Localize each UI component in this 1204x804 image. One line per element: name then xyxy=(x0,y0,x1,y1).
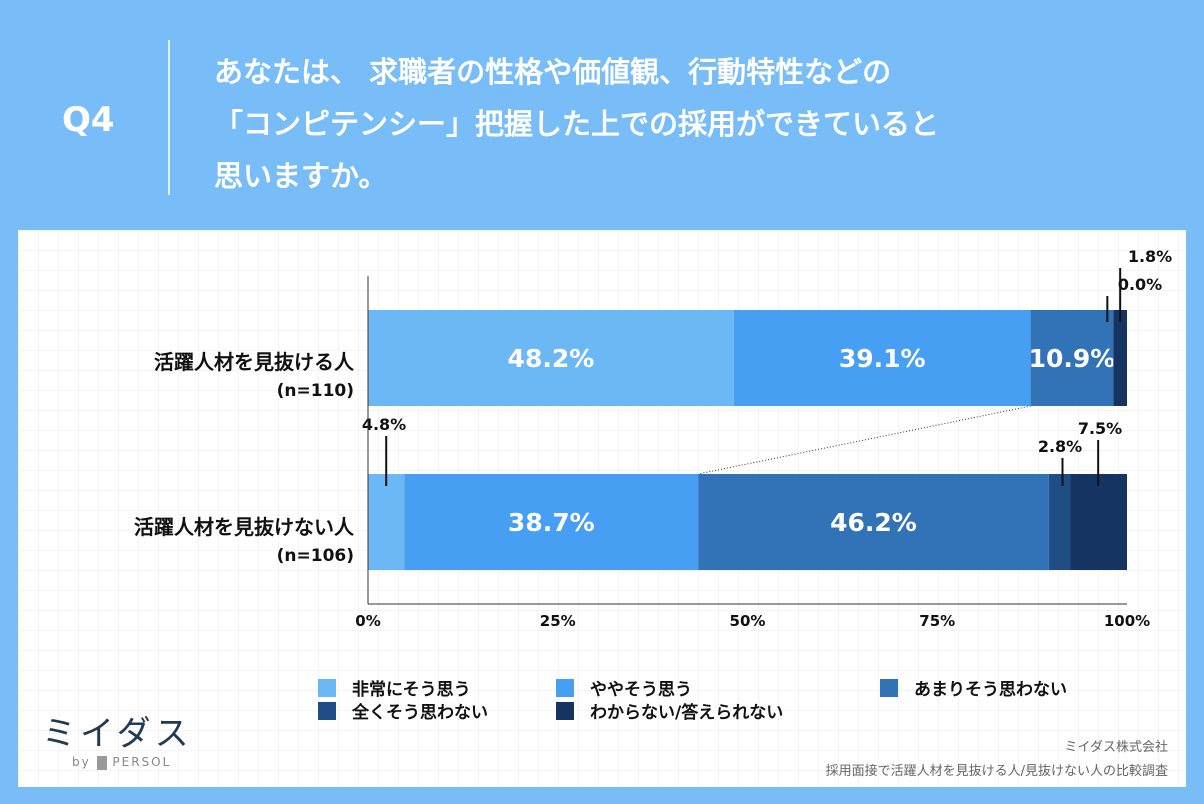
legend-label: 非常にそう思う xyxy=(352,680,471,700)
question-number: Q4 xyxy=(62,100,115,140)
bar-segment xyxy=(368,310,734,406)
x-tick-label: 25% xyxy=(540,612,576,630)
data-label: 2.8% xyxy=(1038,437,1082,456)
row-n: (n=110) xyxy=(276,381,354,401)
legend-swatch xyxy=(318,701,336,720)
row-label: 活躍人材を見抜ける人 (n=110) xyxy=(154,346,354,401)
data-label: 10.9% xyxy=(1029,344,1116,373)
data-label: 7.5% xyxy=(1078,419,1122,438)
bar-segment xyxy=(368,474,405,570)
row-label-text: 活躍人材を見抜ける人 xyxy=(154,350,354,374)
row-label: 活躍人材を見抜けない人 (n=106) xyxy=(134,511,354,566)
divider xyxy=(168,40,170,195)
legend-item: ややそう思う xyxy=(556,675,692,700)
legend-item: 非常にそう思う xyxy=(318,675,471,700)
x-tick-label: 100% xyxy=(1104,612,1150,630)
bar-segment xyxy=(733,310,1031,406)
legend-label: ややそう思う xyxy=(590,680,692,700)
data-label: 48.2% xyxy=(508,344,595,373)
data-label: 0.0% xyxy=(1118,275,1162,294)
logo-text: ミイダス xyxy=(42,714,193,754)
title-line: 思いますか。 xyxy=(214,159,388,193)
legend-label: わからない/答えられない xyxy=(590,703,784,723)
bar-segment xyxy=(404,474,699,570)
credit-survey: 採用面接で活躍人材を見抜ける人/見抜けない人の比較調査 xyxy=(825,764,1168,779)
bar-segment xyxy=(698,474,1049,570)
legend-swatch xyxy=(880,678,898,697)
legend-swatch xyxy=(556,678,574,697)
legend-item: わからない/答えられない xyxy=(556,698,783,723)
connector-line xyxy=(698,405,1031,475)
x-tick-label: 75% xyxy=(919,612,955,630)
question-title: あなたは、 求職者の性格や価値観、行動特性などの 「コンピテンシー」把握した上で… xyxy=(214,46,1174,202)
bar-segment xyxy=(1048,474,1071,570)
legend-swatch xyxy=(556,701,574,720)
legend-item: あまりそう思わない xyxy=(880,675,1067,700)
bar-segment xyxy=(1070,474,1127,570)
credit-company: ミイダス株式会社 xyxy=(1064,740,1168,755)
data-label: 39.1% xyxy=(839,344,926,373)
miidas-logo: ミイダス by PERSOL xyxy=(42,706,193,770)
row-n: (n=106) xyxy=(276,546,354,566)
bar-segment xyxy=(1113,310,1127,406)
logo-by: by xyxy=(72,755,91,769)
persol-mark-icon xyxy=(96,755,107,770)
legend-label: あまりそう思わない xyxy=(914,680,1067,700)
x-tick-label: 0% xyxy=(355,612,380,630)
data-label: 4.8% xyxy=(362,415,406,434)
bar-segment xyxy=(1030,310,1114,406)
title-line: あなたは、 求職者の性格や価値観、行動特性などの xyxy=(214,55,892,89)
data-label: 46.2% xyxy=(830,508,917,537)
data-label: 1.8% xyxy=(1128,247,1172,266)
legend-item: 全くそう思わない xyxy=(318,698,488,723)
x-tick-label: 50% xyxy=(730,612,766,630)
legend-label: 全くそう思わない xyxy=(352,703,488,723)
title-line: 「コンピテンシー」把握した上での採用ができていると xyxy=(214,107,940,141)
logo-brand: PERSOL xyxy=(112,755,172,769)
row-label-text: 活躍人材を見抜けない人 xyxy=(134,515,354,539)
data-label: 38.7% xyxy=(508,508,595,537)
legend-swatch xyxy=(318,678,336,697)
